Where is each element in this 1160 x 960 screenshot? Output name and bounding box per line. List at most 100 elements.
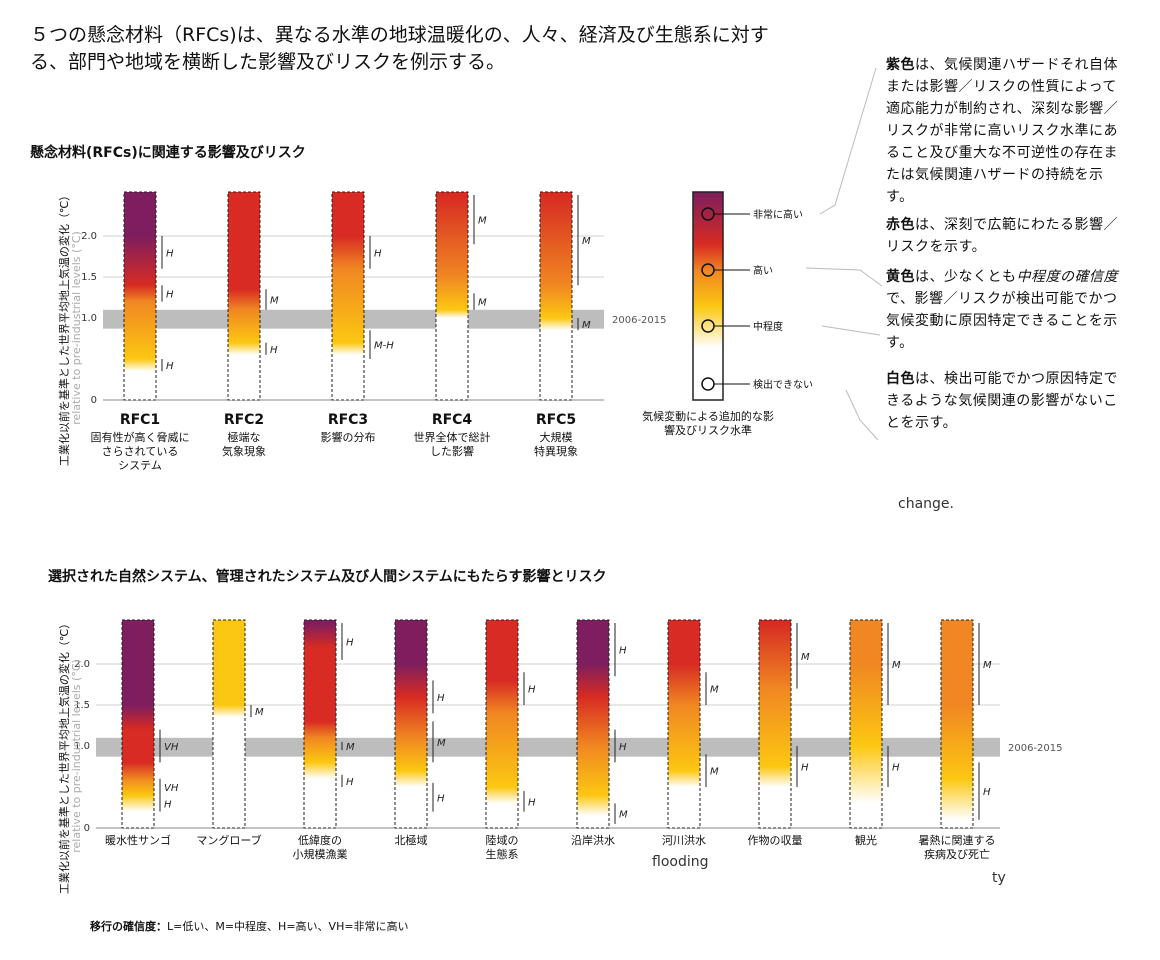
risk-level-label: 中程度 [753,320,783,333]
category-desc: システム [118,459,162,472]
text-fragment-ty: ty [992,870,1006,886]
text-fragment-change: change. [898,496,954,512]
risk-bar [940,619,974,829]
confidence-label: H [164,799,172,810]
risk-bar [539,191,573,401]
confidence-label: H [166,248,174,259]
confidence-label: M [346,742,355,753]
risk-bar [849,619,883,829]
confidence-label: M [437,738,446,749]
confidence-label: M [619,810,628,821]
category-desc: 気象現象 [222,444,266,458]
confidence-label: M [710,685,719,696]
connector-line [845,389,879,441]
y-tick-label: 1.5 [81,272,97,283]
confidence-label: M [710,767,719,778]
y-tick-label: 0 [91,395,97,406]
risk-bar [331,191,365,401]
connector-line [819,67,877,215]
risk-bar [485,619,519,829]
y-tick-label: 1.0 [74,741,90,752]
category-desc: さらされている [102,445,179,458]
category-label: 作物の収量 [748,833,803,847]
legend-yellow-text: 黄色は、少なくとも中程度の確信度で、影響／リスクが検出可能でかつ気候変動に原因特… [886,269,1118,351]
y-tick-label: 0 [84,823,90,834]
connector-line [821,325,881,336]
category-desc: 大規模 [540,430,573,444]
y-axis-label-en: relative to pre-industrial levels (°C) [70,659,83,853]
category-label: 北極域 [395,833,428,847]
category-label: 沿岸洪水 [571,833,615,847]
legend-red-text: 赤色は、深刻で広範にわたる影響／リスクを示す。 [886,217,1118,255]
confidence-label: M [582,236,591,247]
category-label: 観光 [855,833,877,847]
category-desc: 世界全体で総計 [414,430,491,444]
confidence-label: M [801,652,810,663]
band-label: 2006-2015 [1008,743,1063,754]
y-tick-label: 1.0 [81,313,97,324]
risk-bar [576,619,610,829]
bottom-chart-title: 選択された自然システム、管理されたシステム及び人間システムにもたらす影響とリスク [48,569,607,585]
confidence-label: H [619,646,627,657]
band-label: 2006-2015 [612,315,667,326]
confidence-label: H [346,637,354,648]
risk-scale-bar [692,191,724,401]
top-chart-title: 懸念材料(RFCs)に関連する影響及びリスク [30,145,306,161]
y-axis-label: 工業化以前を基準とした世界平均地上気温の変化（℃） [57,618,71,894]
confidence-label: M [255,707,264,718]
category-label: RFC2 [224,412,264,428]
risk-bar [121,619,155,829]
y-tick-label: 1.5 [74,700,90,711]
category-label: 暖水性サンゴ [105,833,171,847]
category-desc: した影響 [430,444,474,458]
risk-bar [394,619,428,829]
risk-bar [303,619,337,829]
confidence-label: H [619,742,627,753]
confidence-label: H [437,793,445,804]
risk-bar [758,619,792,829]
confidence-label: M [983,660,992,671]
category-label: RFC3 [328,412,368,428]
confidence-label: H [166,289,174,300]
confidence-label: M [478,298,487,309]
category-desc: 固有性が高く脅威に [91,430,190,444]
legend-connectors [805,67,883,441]
risk-bar [123,191,157,401]
confidence-label: H [166,361,174,372]
risk-bar [435,191,469,401]
confidence-label: H [374,248,382,259]
connector-line [805,267,883,287]
category-label: 陸域の [486,834,519,847]
category-label-2: 小規模漁業 [293,847,348,861]
category-label: マングローブ [196,833,261,847]
legend-white-text: 白色は、検出可能でかつ原因特定できるような気候関連の影響がないことを示す。 [886,371,1118,431]
legend-purple-text: 紫色は、気候関連ハザードそれ自体または影響／リスクの性質によって適応能力が制約さ… [886,57,1119,205]
bottom-chart: 0 1.0 1.5 2.0 2006-2015 工業化以前を基準とした世界平均地上気温の変… [57,618,1063,894]
y-tick-label: 2.0 [81,231,97,242]
confidence-label: H [983,787,991,798]
confidence-label: VH [164,742,179,753]
confidence-label: H [528,797,536,808]
category-label: 低緯度の [298,833,342,847]
confidence-label: H [892,763,900,774]
category-label: RFC1 [120,412,160,428]
category-label: 河川洪水 [662,833,706,847]
text-fragment-flooding: flooding [652,854,709,870]
risk-level-label: 検出できない [753,378,813,391]
confidence-label: M [270,296,279,307]
y-axis-label-en: relative to pre-industrial levels (°C) [70,231,83,425]
category-desc: 特異現象 [534,444,578,458]
confidence-label: M [892,660,901,671]
risk-level-label: 非常に高い [753,208,803,221]
category-desc: 極端な [228,430,261,444]
risk-bar [212,619,246,829]
confidence-label: VH [164,783,179,794]
risk-level-label: 高い [753,264,773,277]
y-tick-label: 2.0 [74,659,90,670]
risk-bar [227,191,261,401]
category-label: RFC5 [536,412,576,428]
risk-scale-caption: 気候変動による追加的な影 [642,409,774,423]
risk-bar [667,619,701,829]
